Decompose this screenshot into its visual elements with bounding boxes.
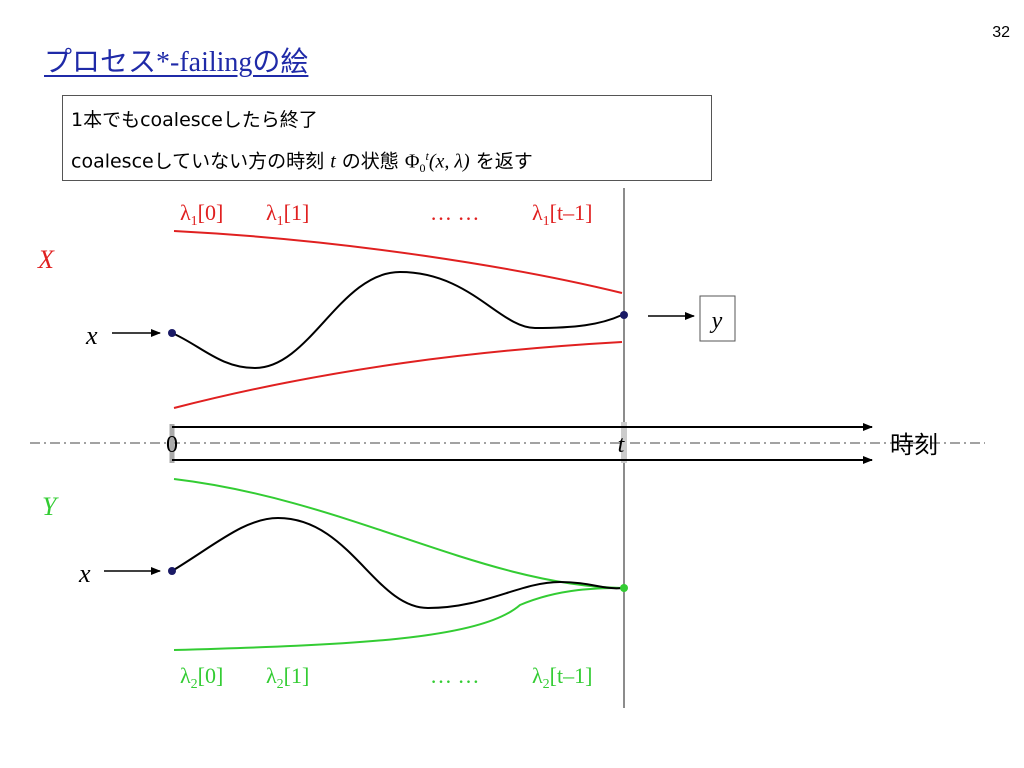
lambda1-label-1: λ1[1] [266, 200, 309, 229]
y-trajectory-curve [171, 516, 623, 610]
output-y-label: y [710, 308, 723, 334]
phi-subscript: 0 [419, 161, 426, 176]
process-y-label: Y [42, 492, 59, 521]
process-x-label: X [37, 245, 55, 274]
phi-symbol: Φ [404, 150, 420, 173]
input-x-bottom-label: x [78, 559, 91, 588]
x-start-dot [168, 329, 176, 337]
phi-arguments: (x, λ) [428, 150, 470, 173]
y-lower-bound-curve [173, 587, 623, 651]
lambda1-label-0: λ1[0] [180, 200, 223, 229]
x-trajectory-curve [171, 270, 623, 370]
lambda2-label-last: λ2[t–1] [532, 663, 592, 692]
info-line-2: coalesceしていない方の時刻 t の状態 Φ0t(x, λ) を返す [71, 138, 703, 186]
input-x-top-label: x [85, 321, 98, 350]
info-line-2-prefix: coalesceしていない方の時刻 [71, 150, 331, 173]
info-line-1: 1本でもcoalesceしたら終了 [71, 109, 318, 131]
phi-superscript: t [425, 149, 429, 163]
lambda2-label-0: λ2[0] [180, 663, 223, 692]
lambda1-label-last: λ1[t–1] [532, 200, 592, 229]
axis-zero-label: 0 [166, 432, 178, 458]
time-axis-label: 時刻 [890, 431, 938, 459]
y-start-dot [168, 567, 176, 575]
info-box: 1本でもcoalesceしたら終了 coalesceしていない方の時刻 t の状… [62, 95, 712, 181]
lambda1-ellipsis: … … [430, 200, 480, 225]
x-lower-bound-curve [173, 341, 623, 409]
coalesce-point-dot [620, 584, 628, 592]
output-box [699, 295, 736, 342]
slide-title: プロセス*-failingの絵 [44, 47, 309, 78]
lambda2-label-1: λ2[1] [266, 663, 309, 692]
x-upper-bound-curve [173, 230, 623, 294]
lambda2-ellipsis: … … [430, 663, 480, 688]
y-upper-bound-curve [173, 478, 623, 589]
info-var-t: t [330, 150, 336, 173]
info-line-2-suffix: を返す [469, 150, 533, 173]
x-end-dot [620, 311, 628, 319]
axis-t-label: t [618, 432, 626, 458]
info-line-2-mid: の状態 [335, 150, 405, 173]
slide-number: 32 [992, 24, 1010, 41]
